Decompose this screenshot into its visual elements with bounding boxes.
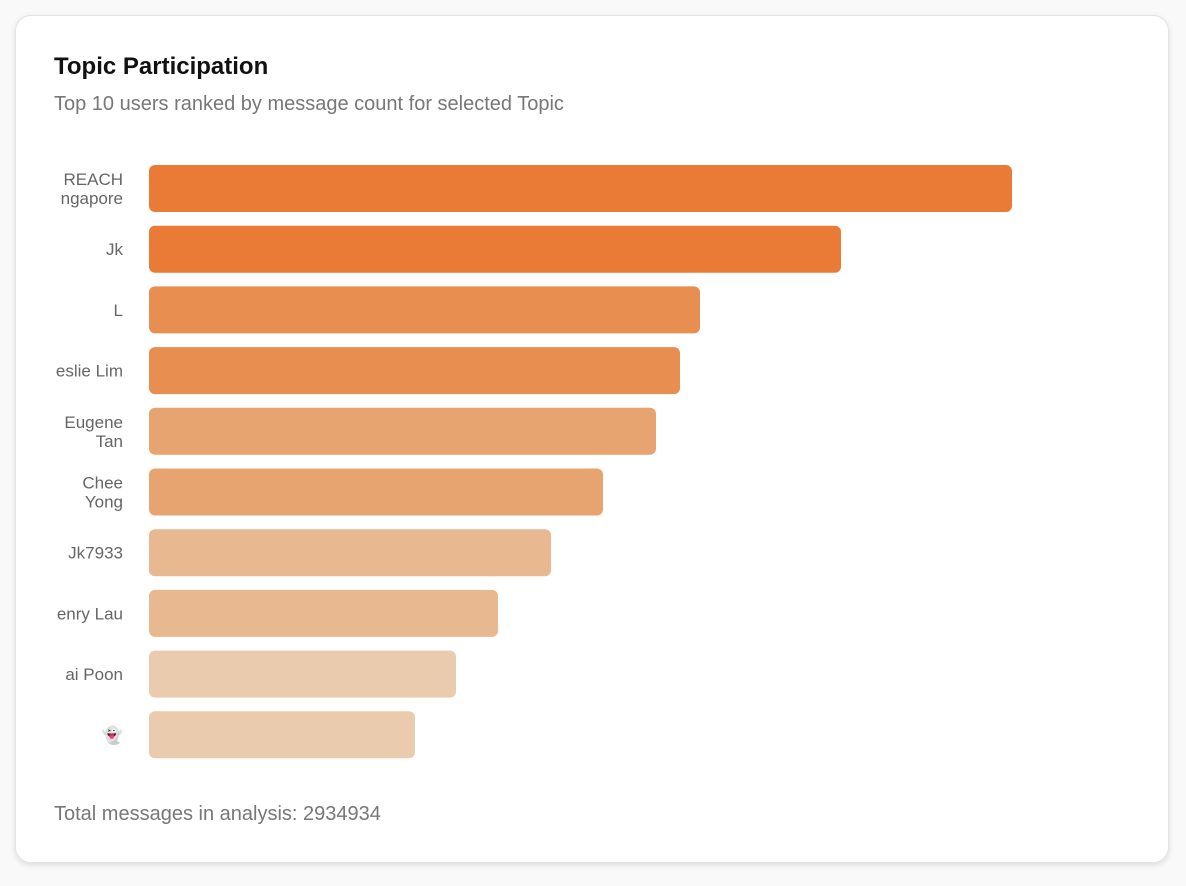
- category-label: Chee: [82, 474, 123, 493]
- bar: [149, 589, 498, 637]
- category-label: REACH: [63, 170, 123, 189]
- category-label: L: [114, 301, 123, 320]
- category-label: Yong: [85, 493, 123, 512]
- bar: [149, 407, 656, 455]
- bar: [149, 468, 603, 516]
- bar: [149, 347, 680, 395]
- bar: [149, 650, 456, 698]
- category-label: ngapore: [61, 189, 123, 208]
- category-label: 👻: [102, 725, 123, 746]
- bar: [149, 225, 841, 273]
- category-label: Jk: [106, 240, 124, 259]
- category-label: Tan: [96, 432, 123, 451]
- category-label: eslie Lim: [56, 362, 123, 381]
- bar: [149, 286, 700, 334]
- bar: [149, 165, 1012, 212]
- card-subtitle: Top 10 users ranked by message count for…: [54, 93, 564, 115]
- category-label: ai Poon: [65, 665, 123, 684]
- bar: [149, 529, 551, 577]
- bar: [149, 711, 415, 759]
- category-label: enry Lau: [57, 604, 123, 623]
- category-label: Jk7933: [68, 544, 123, 563]
- category-label: Eugene: [64, 413, 123, 432]
- card-footer: Total messages in analysis: 2934934: [54, 803, 381, 825]
- card-title: Topic Participation: [54, 53, 268, 80]
